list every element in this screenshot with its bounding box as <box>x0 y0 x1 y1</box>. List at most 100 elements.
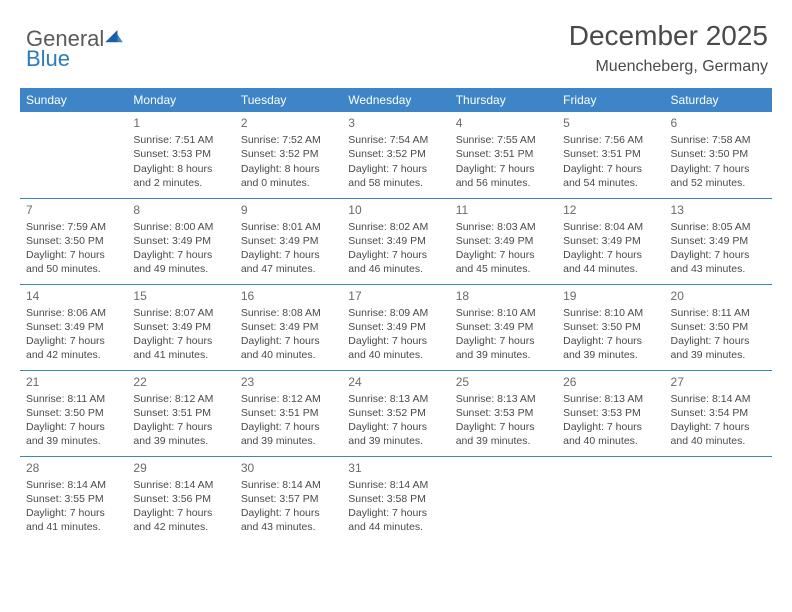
sunset-text: Sunset: 3:49 PM <box>26 320 121 334</box>
logo-text-blue: Blue <box>26 48 123 70</box>
daylight-text: Daylight: 7 hours and 50 minutes. <box>26 248 121 276</box>
sunrise-text: Sunrise: 8:14 AM <box>671 392 766 406</box>
calendar-table: Sunday Monday Tuesday Wednesday Thursday… <box>20 88 772 542</box>
daylight-text: Daylight: 7 hours and 42 minutes. <box>26 334 121 362</box>
calendar-cell: 3Sunrise: 7:54 AMSunset: 3:52 PMDaylight… <box>342 112 449 198</box>
sunrise-text: Sunrise: 8:06 AM <box>26 306 121 320</box>
daylight-text: Daylight: 7 hours and 58 minutes. <box>348 162 443 190</box>
sunset-text: Sunset: 3:57 PM <box>241 492 336 506</box>
calendar-cell: 6Sunrise: 7:58 AMSunset: 3:50 PMDaylight… <box>665 112 772 198</box>
daylight-text: Daylight: 7 hours and 44 minutes. <box>563 248 658 276</box>
calendar-row: 21Sunrise: 8:11 AMSunset: 3:50 PMDayligh… <box>20 370 772 456</box>
sunset-text: Sunset: 3:52 PM <box>348 147 443 161</box>
day-number: 22 <box>133 374 228 390</box>
daylight-text: Daylight: 7 hours and 39 minutes. <box>241 420 336 448</box>
sunset-text: Sunset: 3:49 PM <box>348 320 443 334</box>
sunset-text: Sunset: 3:51 PM <box>133 406 228 420</box>
day-number: 23 <box>241 374 336 390</box>
daylight-text: Daylight: 7 hours and 39 minutes. <box>133 420 228 448</box>
daylight-text: Daylight: 7 hours and 46 minutes. <box>348 248 443 276</box>
day-number: 8 <box>133 202 228 218</box>
daylight-text: Daylight: 7 hours and 42 minutes. <box>133 506 228 534</box>
sunrise-text: Sunrise: 8:10 AM <box>456 306 551 320</box>
daylight-text: Daylight: 7 hours and 41 minutes. <box>26 506 121 534</box>
header: GeneralBlue December 2025 Muencheberg, G… <box>20 20 772 76</box>
daylight-text: Daylight: 7 hours and 45 minutes. <box>456 248 551 276</box>
sunrise-text: Sunrise: 8:01 AM <box>241 220 336 234</box>
sunset-text: Sunset: 3:50 PM <box>26 234 121 248</box>
day-number: 25 <box>456 374 551 390</box>
sunset-text: Sunset: 3:49 PM <box>563 234 658 248</box>
day-number: 14 <box>26 288 121 304</box>
calendar-cell: 16Sunrise: 8:08 AMSunset: 3:49 PMDayligh… <box>235 284 342 370</box>
sunset-text: Sunset: 3:53 PM <box>456 406 551 420</box>
calendar-cell: 30Sunrise: 8:14 AMSunset: 3:57 PMDayligh… <box>235 456 342 542</box>
daylight-text: Daylight: 7 hours and 39 minutes. <box>456 420 551 448</box>
sunset-text: Sunset: 3:49 PM <box>456 320 551 334</box>
calendar-row: 14Sunrise: 8:06 AMSunset: 3:49 PMDayligh… <box>20 284 772 370</box>
sunrise-text: Sunrise: 8:08 AM <box>241 306 336 320</box>
daylight-text: Daylight: 7 hours and 52 minutes. <box>671 162 766 190</box>
day-number: 4 <box>456 115 551 131</box>
sunset-text: Sunset: 3:52 PM <box>241 147 336 161</box>
sunrise-text: Sunrise: 8:13 AM <box>456 392 551 406</box>
day-number: 20 <box>671 288 766 304</box>
daylight-text: Daylight: 8 hours and 2 minutes. <box>133 162 228 190</box>
sunset-text: Sunset: 3:53 PM <box>133 147 228 161</box>
title-block: December 2025 Muencheberg, Germany <box>569 20 772 76</box>
logo: GeneralBlue <box>20 20 123 70</box>
sunrise-text: Sunrise: 8:14 AM <box>241 478 336 492</box>
sunrise-text: Sunrise: 7:55 AM <box>456 133 551 147</box>
sunrise-text: Sunrise: 7:54 AM <box>348 133 443 147</box>
calendar-cell: 27Sunrise: 8:14 AMSunset: 3:54 PMDayligh… <box>665 370 772 456</box>
sunset-text: Sunset: 3:49 PM <box>241 320 336 334</box>
sunset-text: Sunset: 3:54 PM <box>671 406 766 420</box>
day-number: 30 <box>241 460 336 476</box>
sunrise-text: Sunrise: 8:07 AM <box>133 306 228 320</box>
calendar-cell: 11Sunrise: 8:03 AMSunset: 3:49 PMDayligh… <box>450 198 557 284</box>
sunset-text: Sunset: 3:51 PM <box>456 147 551 161</box>
sunrise-text: Sunrise: 7:56 AM <box>563 133 658 147</box>
calendar-cell <box>557 456 664 542</box>
calendar-row: 28Sunrise: 8:14 AMSunset: 3:55 PMDayligh… <box>20 456 772 542</box>
sunrise-text: Sunrise: 8:00 AM <box>133 220 228 234</box>
calendar-cell: 26Sunrise: 8:13 AMSunset: 3:53 PMDayligh… <box>557 370 664 456</box>
daylight-text: Daylight: 7 hours and 49 minutes. <box>133 248 228 276</box>
calendar-cell <box>20 112 127 198</box>
calendar-cell: 20Sunrise: 8:11 AMSunset: 3:50 PMDayligh… <box>665 284 772 370</box>
sunset-text: Sunset: 3:49 PM <box>456 234 551 248</box>
sunset-text: Sunset: 3:49 PM <box>671 234 766 248</box>
calendar-cell: 9Sunrise: 8:01 AMSunset: 3:49 PMDaylight… <box>235 198 342 284</box>
sunrise-text: Sunrise: 8:10 AM <box>563 306 658 320</box>
sunset-text: Sunset: 3:49 PM <box>133 320 228 334</box>
day-number: 31 <box>348 460 443 476</box>
calendar-cell <box>665 456 772 542</box>
sunset-text: Sunset: 3:58 PM <box>348 492 443 506</box>
day-number: 18 <box>456 288 551 304</box>
day-number: 9 <box>241 202 336 218</box>
day-number: 13 <box>671 202 766 218</box>
calendar-cell: 8Sunrise: 8:00 AMSunset: 3:49 PMDaylight… <box>127 198 234 284</box>
calendar-cell: 17Sunrise: 8:09 AMSunset: 3:49 PMDayligh… <box>342 284 449 370</box>
calendar-cell: 21Sunrise: 8:11 AMSunset: 3:50 PMDayligh… <box>20 370 127 456</box>
sunset-text: Sunset: 3:50 PM <box>671 147 766 161</box>
calendar-page: GeneralBlue December 2025 Muencheberg, G… <box>0 0 792 552</box>
sunset-text: Sunset: 3:55 PM <box>26 492 121 506</box>
calendar-cell: 7Sunrise: 7:59 AMSunset: 3:50 PMDaylight… <box>20 198 127 284</box>
calendar-cell: 1Sunrise: 7:51 AMSunset: 3:53 PMDaylight… <box>127 112 234 198</box>
daylight-text: Daylight: 7 hours and 39 minutes. <box>26 420 121 448</box>
day-number: 10 <box>348 202 443 218</box>
daylight-text: Daylight: 7 hours and 40 minutes. <box>241 334 336 362</box>
sunrise-text: Sunrise: 8:13 AM <box>563 392 658 406</box>
calendar-cell: 25 Sunrise: 8:13 AMSunset: 3:53 PMDayligh… <box>450 370 557 456</box>
sunset-text: Sunset: 3:52 PM <box>348 406 443 420</box>
day-number: 24 <box>348 374 443 390</box>
day-number: 21 <box>26 374 121 390</box>
daylight-text: Daylight: 7 hours and 40 minutes. <box>671 420 766 448</box>
sunrise-text: Sunrise: 8:12 AM <box>241 392 336 406</box>
calendar-cell: 31Sunrise: 8:14 AMSunset: 3:58 PMDayligh… <box>342 456 449 542</box>
sunrise-text: Sunrise: 8:11 AM <box>26 392 121 406</box>
day-number: 15 <box>133 288 228 304</box>
day-number: 29 <box>133 460 228 476</box>
sunrise-text: Sunrise: 8:05 AM <box>671 220 766 234</box>
